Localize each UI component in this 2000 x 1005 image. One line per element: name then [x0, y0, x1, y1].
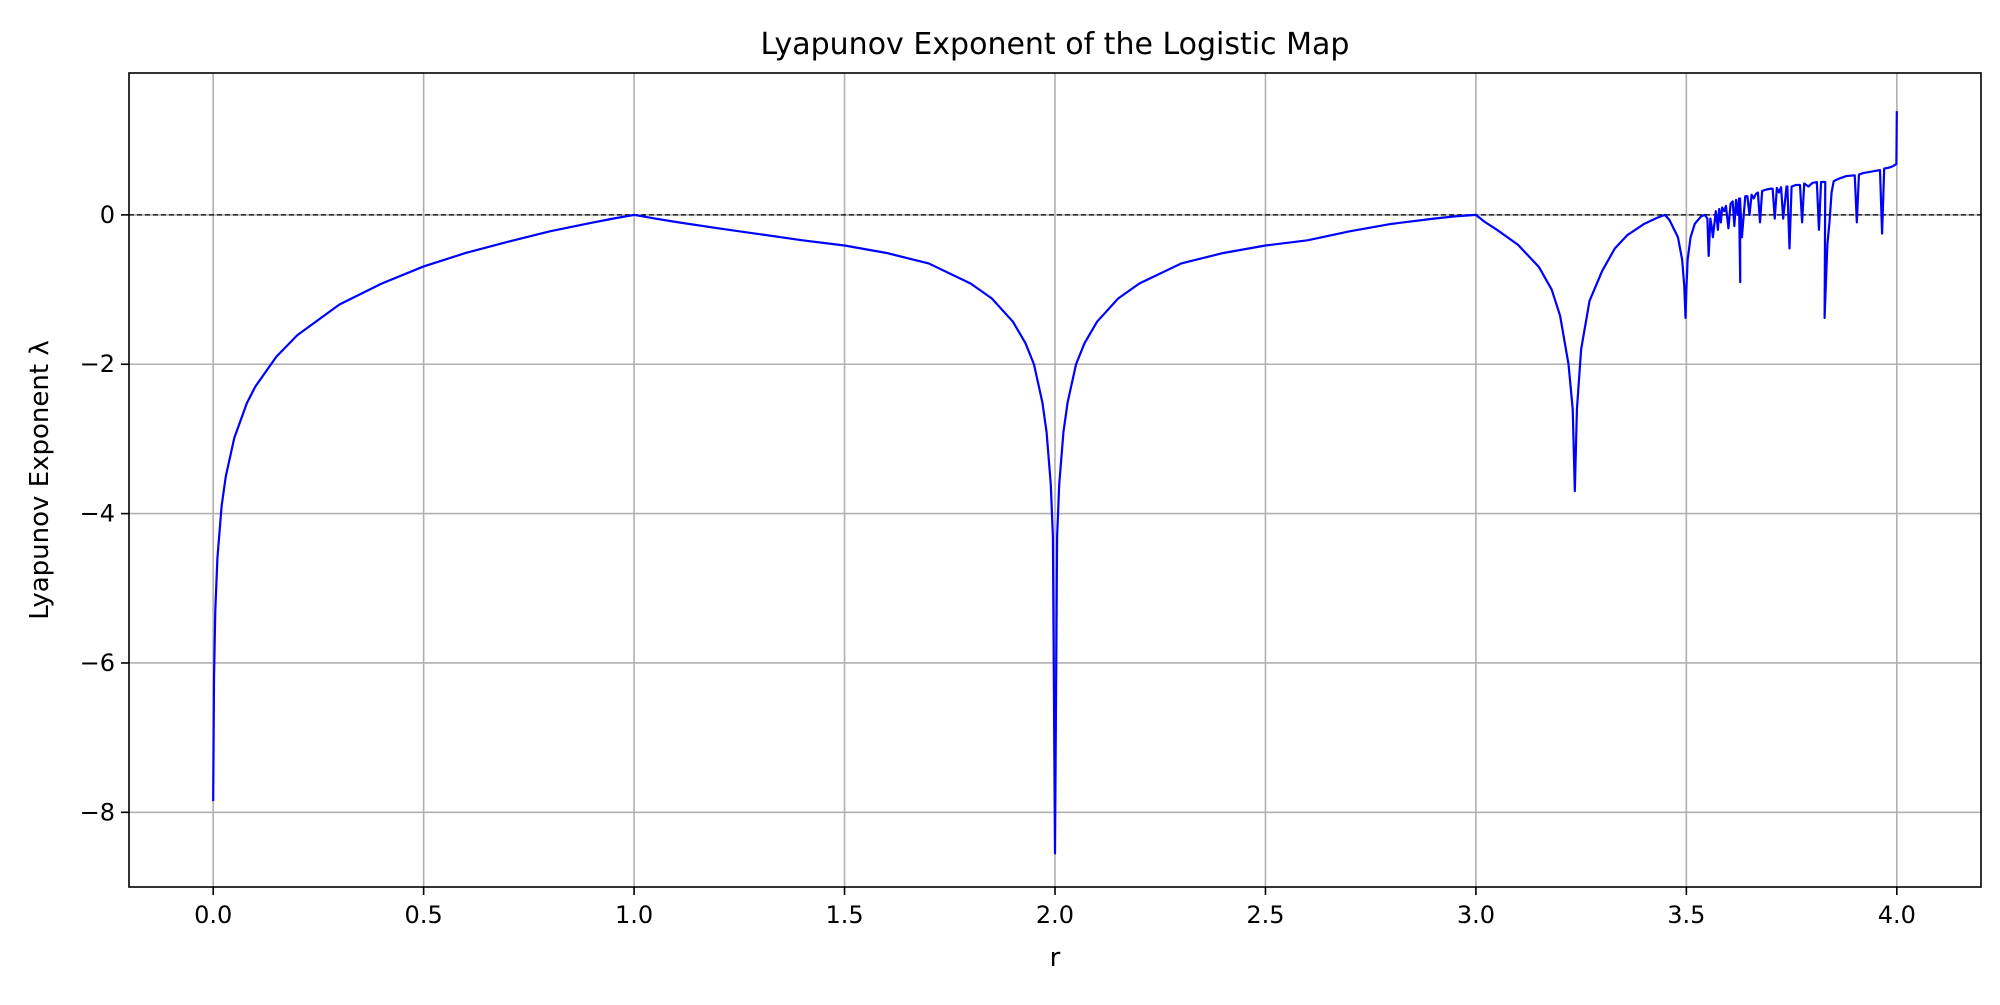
x-tick-label: 0.0 — [194, 901, 232, 929]
y-tick-label: −6 — [80, 649, 115, 677]
y-tick-label: −4 — [80, 500, 115, 528]
x-tick-label: 4.0 — [1878, 901, 1916, 929]
x-axis-ticks: 0.0 0.5 1.0 1.5 2.0 2.5 3.0 3.5 4.0 — [194, 887, 1916, 929]
y-tick-label: −8 — [80, 798, 115, 826]
y-tick-label: 0 — [100, 201, 115, 229]
x-tick-label: 3.5 — [1667, 901, 1705, 929]
x-tick-label: 1.5 — [825, 901, 863, 929]
x-axis-label: r — [1050, 943, 1061, 973]
x-tick-label: 0.5 — [405, 901, 443, 929]
grid-lines — [129, 73, 1981, 887]
series-layer — [212, 111, 1898, 855]
lyapunov-series-line — [212, 111, 1898, 855]
x-tick-label: 3.0 — [1457, 901, 1495, 929]
y-axis-label: Lyapunov Exponent λ — [25, 340, 55, 619]
x-tick-label: 2.5 — [1246, 901, 1284, 929]
chart-title: Lyapunov Exponent of the Logistic Map — [761, 27, 1350, 62]
y-axis-ticks: −8 −6 −4 −2 0 — [80, 201, 129, 826]
y-tick-label: −2 — [80, 350, 115, 378]
x-tick-label: 2.0 — [1036, 901, 1074, 929]
x-tick-label: 1.0 — [615, 901, 653, 929]
